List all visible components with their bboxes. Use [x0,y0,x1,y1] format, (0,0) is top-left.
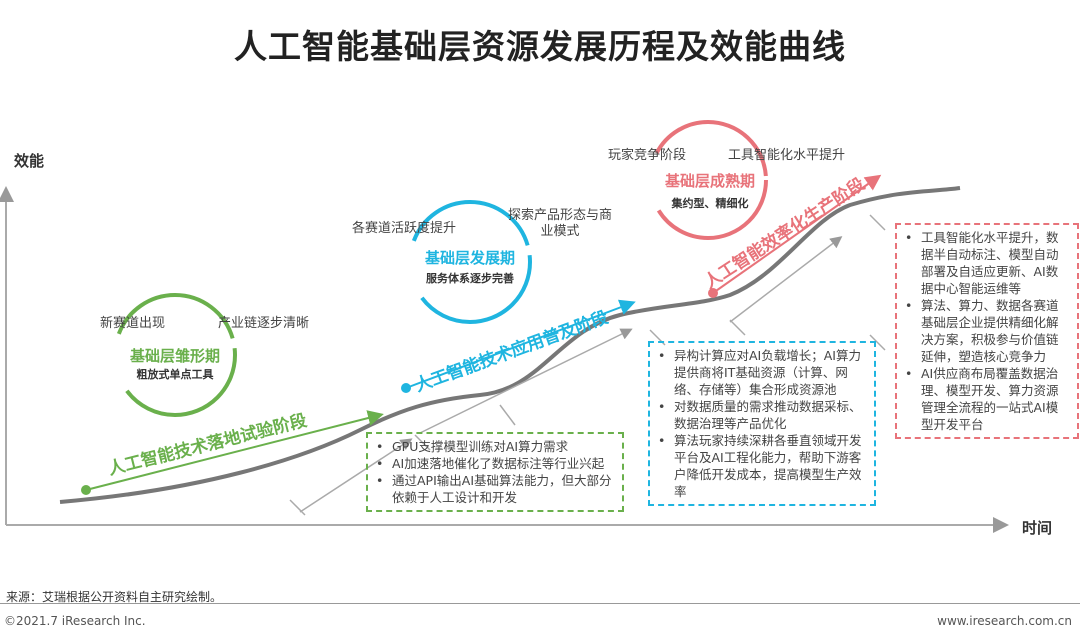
bullet: 算法、算力、数据各赛道基础层企业提供精细化解决方案，积极参与价值链延伸，塑造核心… [905,297,1069,365]
bullet: 算法玩家持续深耕各垂直领域开发平台及AI工程化能力，帮助下游客户降低开发成本，提… [658,432,866,500]
stage-1-label-b: 产业链逐步清晰 [218,316,310,331]
stage-circle-1 [113,293,237,417]
stage-1-title: 基础层雏形期 [129,347,220,365]
axes [0,186,1009,533]
footer-copyright: ©2021.7 iResearch Inc. [4,614,146,628]
footer-url[interactable]: www.iresearch.com.cn [937,614,1072,628]
bullet: 工具智能化水平提升，数据半自动标注、模型自动部署及自适应更新、AI数据中心智能运… [905,229,1069,297]
stage-2-sub: 服务体系逐步完善 [426,272,514,285]
stage-2-label-a: 各赛道活跃度提升 [352,221,457,236]
footer-source: 来源：艾瑞根据公开资料自主研究绘制。 [6,590,223,604]
bullet: AI供应商布局覆盖数据治理、模型开发、算力资源管理全流程的一站式AI模型开发平台 [905,365,1069,433]
stage-1-box: GPU支撑模型训练对AI算力需求AI加速落地催化了数据标注等行业兴起通过API输… [366,432,624,512]
bullet: 异构计算应对AI负载增长；AI算力提供商将IT基础资源（计算、网络、存储等）集合… [658,347,866,398]
stage-2-label-b: 探索产品形态与商业模式 [507,208,612,239]
stage-3-box: 工具智能化水平提升，数据半自动标注、模型自动部署及自适应更新、AI数据中心智能运… [895,223,1079,439]
stage-brackets [289,214,886,516]
stage-circle-3 [648,120,768,240]
phase-arrow-3 [712,174,882,294]
stage-2-box: 异构计算应对AI负载增长；AI算力提供商将IT基础资源（计算、网络、存储等）集合… [648,341,876,506]
phase-arrow-2 [405,299,636,389]
bullet: 通过API输出AI基础算法能力，但大部分依赖于人工设计和开发 [376,472,614,506]
stage-2-title: 基础层发展期 [424,249,515,267]
stage-3-label-b: 工具智能化水平提升 [728,148,846,163]
phase-arrow-1 [85,410,384,491]
stage-1-sub: 粗放式单点工具 [136,368,214,381]
footer-divider [0,603,1080,604]
performance-curve [59,186,961,504]
bullet: AI加速落地催化了数据标注等行业兴起 [376,455,614,472]
stage-3-label-a: 玩家竞争阶段 [608,148,687,163]
stage-circle-2 [408,200,532,324]
page-title: 人工智能基础层资源发展历程及效能曲线 [234,27,846,66]
y-axis-label: 效能 [14,152,45,170]
bullet: GPU支撑模型训练对AI算力需求 [376,438,614,455]
bullet: 对数据质量的需求推动数据采标、数据治理等产品优化 [658,398,866,432]
stage-3-sub: 集约型、精细化 [671,197,749,210]
stage-1-label-a: 新赛道出现 [100,316,166,331]
x-axis-label: 时间 [1022,519,1053,537]
stage-3-title: 基础层成熟期 [664,172,755,190]
